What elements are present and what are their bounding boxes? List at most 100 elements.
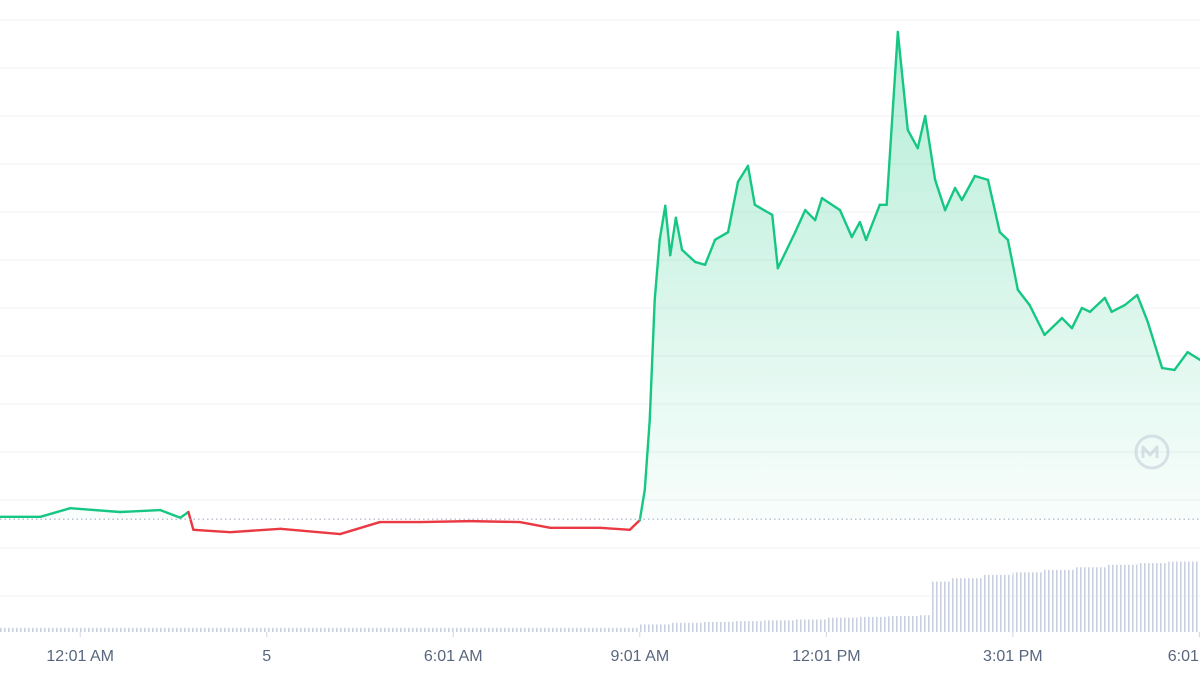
price-line-segment <box>228 527 282 534</box>
price-line-segment <box>1070 306 1084 330</box>
volume-bar <box>932 581 951 632</box>
volume-bar <box>1106 564 1138 632</box>
price-line-segment <box>771 213 780 270</box>
price-line-segment <box>159 508 182 519</box>
volume-layer <box>0 561 1200 632</box>
volume-bar <box>266 627 392 632</box>
x-tick-label: 5 <box>262 648 271 665</box>
volume-bar <box>1012 572 1044 632</box>
price-line-segment <box>776 230 797 270</box>
price-line-segment <box>1028 303 1046 337</box>
volume-bar <box>639 624 671 632</box>
price-line-segment <box>1103 296 1113 314</box>
price-line-segment <box>906 128 919 150</box>
price-line-segment <box>1060 316 1074 330</box>
price-line-segment <box>658 204 667 242</box>
price-line-segment <box>674 216 684 252</box>
price-line-segment <box>820 196 842 212</box>
price-line-segment <box>746 164 757 207</box>
price-line-segment <box>998 230 1010 242</box>
price-line-segment <box>858 220 868 242</box>
grid-layer <box>0 19 1200 597</box>
price-line-segment <box>713 230 730 242</box>
volume-bar <box>826 617 858 632</box>
price-line-segment <box>419 519 472 524</box>
price-line-segment <box>187 510 195 531</box>
price-line-segment <box>643 418 651 492</box>
volume-bar <box>1168 561 1200 632</box>
volume-bar <box>391 627 516 632</box>
price-line-segment <box>1173 350 1189 372</box>
price-line-segment <box>703 238 717 266</box>
price-line-segment <box>1186 350 1200 362</box>
volume-bar <box>1075 567 1107 632</box>
x-tick-label: 6:01 AM <box>424 648 483 665</box>
price-line-segment <box>664 204 672 257</box>
price-line-segment <box>338 520 382 536</box>
price-line-segment <box>1160 366 1176 372</box>
x-tick-label: 6:01 <box>1168 648 1199 665</box>
price-line-segment <box>1016 288 1031 307</box>
price-line-segment <box>813 196 824 222</box>
price-line-segment <box>179 510 190 519</box>
x-tick-label: 3:01 PM <box>983 648 1043 665</box>
price-line-segment <box>923 114 937 182</box>
price-line-segment <box>598 526 632 531</box>
price-line-segment <box>628 518 641 531</box>
price-line-segment <box>1088 296 1107 314</box>
price-line-segment <box>118 508 162 514</box>
volume-bar <box>857 616 889 632</box>
x-tick-label: 12:01 AM <box>46 648 114 665</box>
price-line-segment <box>638 488 646 522</box>
volume-bar <box>1043 569 1076 632</box>
price-line-segment <box>518 520 552 530</box>
volume-bar <box>888 616 920 632</box>
volume-bar <box>670 622 702 632</box>
price-line-segment <box>69 506 122 514</box>
price-line-segment <box>736 164 750 183</box>
price-line-segment <box>669 216 678 257</box>
price-line-segment <box>943 186 957 212</box>
x-tick-label: 9:01 AM <box>610 648 669 665</box>
line-layer <box>0 30 1200 536</box>
area-layer <box>0 32 1200 520</box>
price-line-segment <box>279 527 342 536</box>
price-line-segment <box>753 203 774 217</box>
price-line-segment <box>960 174 977 202</box>
price-line-segment <box>1136 293 1149 324</box>
volume-bar <box>0 627 143 632</box>
price-line-segment <box>468 519 521 524</box>
volume-bar <box>1137 563 1169 632</box>
price-line-segment <box>1110 303 1126 314</box>
x-tick-label: 12:01 PM <box>792 648 860 665</box>
price-line-segment <box>916 114 927 150</box>
watermark-logo <box>1134 434 1170 470</box>
price-line-segment <box>192 528 232 534</box>
price-line-segment <box>680 248 697 264</box>
price-line-segment <box>850 220 862 239</box>
volume-bar <box>919 615 933 632</box>
price-line-segment <box>986 178 1001 234</box>
volume-bar <box>142 627 267 632</box>
price-line-segment <box>1043 316 1064 337</box>
volume-bar <box>981 574 1013 632</box>
price-line-segment <box>653 238 661 302</box>
price-area <box>0 32 1200 520</box>
price-line-segment <box>933 178 947 212</box>
volume-bar <box>764 620 796 632</box>
volume-bar <box>701 621 734 632</box>
price-line-segment <box>648 298 656 422</box>
price-line-segment <box>953 186 964 202</box>
price-line-segment <box>885 30 900 207</box>
price-line-segment <box>803 208 817 222</box>
price-line-segment <box>1146 320 1164 370</box>
price-line-segment <box>1123 293 1139 307</box>
price-line-segment <box>838 208 854 239</box>
price-line-segment <box>1080 306 1092 314</box>
volume-bar <box>950 578 982 632</box>
volume-bar <box>515 627 640 632</box>
price-line-segment <box>693 260 707 266</box>
volume-bar <box>795 619 827 632</box>
price-line-segment <box>39 506 72 518</box>
